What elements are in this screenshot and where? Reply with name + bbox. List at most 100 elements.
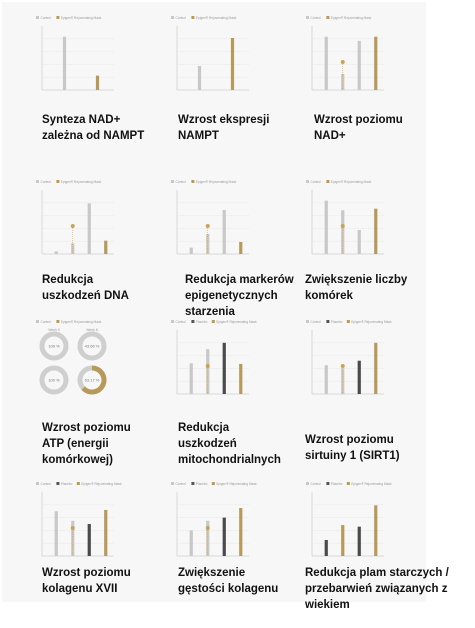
highlight-marker [205, 364, 210, 368]
legend-swatch-epigen [346, 320, 350, 323]
legend-label-epigen: Epigen® Rejuvenating Mask [61, 320, 102, 324]
bar-3 [87, 203, 91, 254]
bar-4 [239, 363, 243, 394]
legend-swatch-epigen [56, 320, 60, 323]
legend-label-epigen: Epigen® Rejuvenating Mask [216, 482, 257, 486]
ring-arc [81, 365, 107, 395]
chart-caption-1: Synteza NAD+ zależna od NAMPT [42, 114, 145, 142]
legend-label-control: Control [176, 320, 187, 324]
legend-swatch-epigen [191, 180, 195, 183]
chart-caption-8: Redukcja uszkodzeń mitochondrialnych [178, 422, 281, 466]
legend-label-placebo: Placebo [61, 482, 73, 486]
legend-label-placebo: Placebo [331, 320, 343, 324]
chart-5: Control Epigen® Rejuvenating Mask [171, 180, 249, 255]
chart-4: Control Epigen® Rejuvenating Mask [36, 180, 114, 255]
chart-caption-6: Zwiększenie liczby komórek [305, 274, 408, 302]
bar-1 [189, 247, 193, 254]
infographic-panel [2, 2, 426, 602]
legend-label-epigen: Epigen® Rejuvenating Mask [331, 180, 372, 184]
chart-12: Control Placebo Epigen® Rejuvenating Mask [306, 482, 392, 557]
ring-value: 100 % [48, 344, 60, 349]
chart-3: Control Epigen® Rejuvenating Mask [306, 16, 384, 91]
chart-caption-12: Redukcja plam starczych / przebarwień zw… [305, 567, 449, 611]
legend-label-control: Control [311, 180, 322, 184]
legend-label-epigen: Epigen® Rejuvenating Mask [351, 320, 392, 324]
bar-4 [374, 36, 378, 90]
ring-value: 63.17 % [85, 378, 100, 383]
chart-caption-7: Wzrost poziomu ATP (energii komórkowej) [42, 422, 131, 466]
chart-caption-3: Wzrost poziomu NAD+ [314, 114, 403, 142]
legend-swatch-placebo [326, 320, 330, 323]
legend-swatch-epigen [326, 180, 330, 183]
chart-caption-2: Wzrost ekspresji NAMPT [178, 114, 270, 142]
bar-4 [374, 342, 378, 394]
ring-value: 100 % [48, 378, 60, 383]
legend-swatch-placebo [326, 482, 330, 485]
legend-label-placebo: Placebo [196, 320, 208, 324]
bar-1 [54, 511, 58, 556]
legend-swatch-placebo [191, 320, 195, 323]
legend-label-epigen: Epigen® Rejuvenating Mask [81, 482, 122, 486]
bar-3 [357, 40, 361, 90]
legend-swatch-control [36, 320, 39, 323]
legend-label-epigen: Epigen® Rejuvenating Mask [61, 16, 102, 20]
ring-value: 43.66 % [85, 344, 100, 349]
highlight-marker [205, 224, 210, 228]
bar-3 [222, 210, 226, 254]
legend-swatch-control [171, 320, 174, 323]
legend-label-control: Control [41, 180, 52, 184]
legend-swatch-epigen [326, 16, 330, 19]
bar-2 [230, 38, 235, 90]
legend-swatch-epigen [346, 482, 350, 485]
legend-swatch-control [306, 482, 309, 485]
chart-6: Control Epigen® Rejuvenating Mask [306, 180, 384, 255]
ring-title: Week 8 [86, 328, 98, 332]
bar-4 [374, 505, 378, 556]
chart-10: Control Placebo Epigen® Rejuvenating Mask [36, 482, 122, 557]
chart-2: Control Epigen® Rejuvenating Mask [171, 16, 249, 91]
bar-1 [324, 200, 328, 254]
bar-1 [324, 36, 328, 90]
legend-swatch-epigen [211, 482, 215, 485]
bar-1 [54, 251, 58, 254]
legend-label-control: Control [41, 16, 52, 20]
legend-label-control: Control [176, 180, 187, 184]
legend-swatch-control [36, 16, 39, 19]
ring-track [77, 331, 107, 361]
bar-1 [324, 365, 328, 394]
legend-label-placebo: Placebo [331, 482, 343, 486]
legend-label-epigen: Epigen® Rejuvenating Mask [196, 180, 237, 184]
legend-swatch-placebo [191, 482, 195, 485]
legend-label-control: Control [41, 320, 52, 324]
legend-label-control: Control [311, 320, 322, 324]
legend-swatch-epigen [76, 482, 80, 485]
bar-2 [95, 75, 100, 90]
bar-3 [87, 524, 91, 556]
legend-swatch-epigen [191, 16, 195, 19]
legend-label-control: Control [311, 482, 322, 486]
legend-swatch-control [171, 482, 174, 485]
bar-2 [341, 525, 345, 556]
legend-swatch-control [306, 320, 309, 323]
bar-2 [341, 368, 345, 394]
highlight-marker [340, 60, 345, 64]
highlight-marker [70, 526, 75, 530]
chart-caption-5: Redukcja markerów epigenetycznych starze… [185, 274, 294, 318]
legend-label-control: Control [41, 482, 52, 486]
chart-caption-9: Wzrost poziomu sirtuiny 1 (SIRT1) [305, 434, 400, 462]
legend-label-epigen: Epigen® Rejuvenating Mask [216, 320, 257, 324]
bar-4 [239, 242, 243, 254]
chart-9: Control Placebo Epigen® Rejuvenating Mask [306, 320, 392, 395]
chart-11: Control Placebo Epigen® Rejuvenating Mask [171, 482, 257, 557]
bar-4 [239, 508, 243, 556]
legend-swatch-control [36, 180, 39, 183]
highlight-marker [340, 364, 345, 368]
ring-track [39, 331, 69, 361]
bar-3 [357, 526, 361, 556]
highlight-marker [340, 224, 345, 228]
ring-title: Week 0 [48, 328, 60, 332]
legend-label-control: Control [311, 16, 322, 20]
chart-caption-10: Wzrost poziomu kolagenu XVII [42, 567, 131, 595]
chart-1: Control Epigen® Rejuvenating Mask [36, 16, 114, 91]
